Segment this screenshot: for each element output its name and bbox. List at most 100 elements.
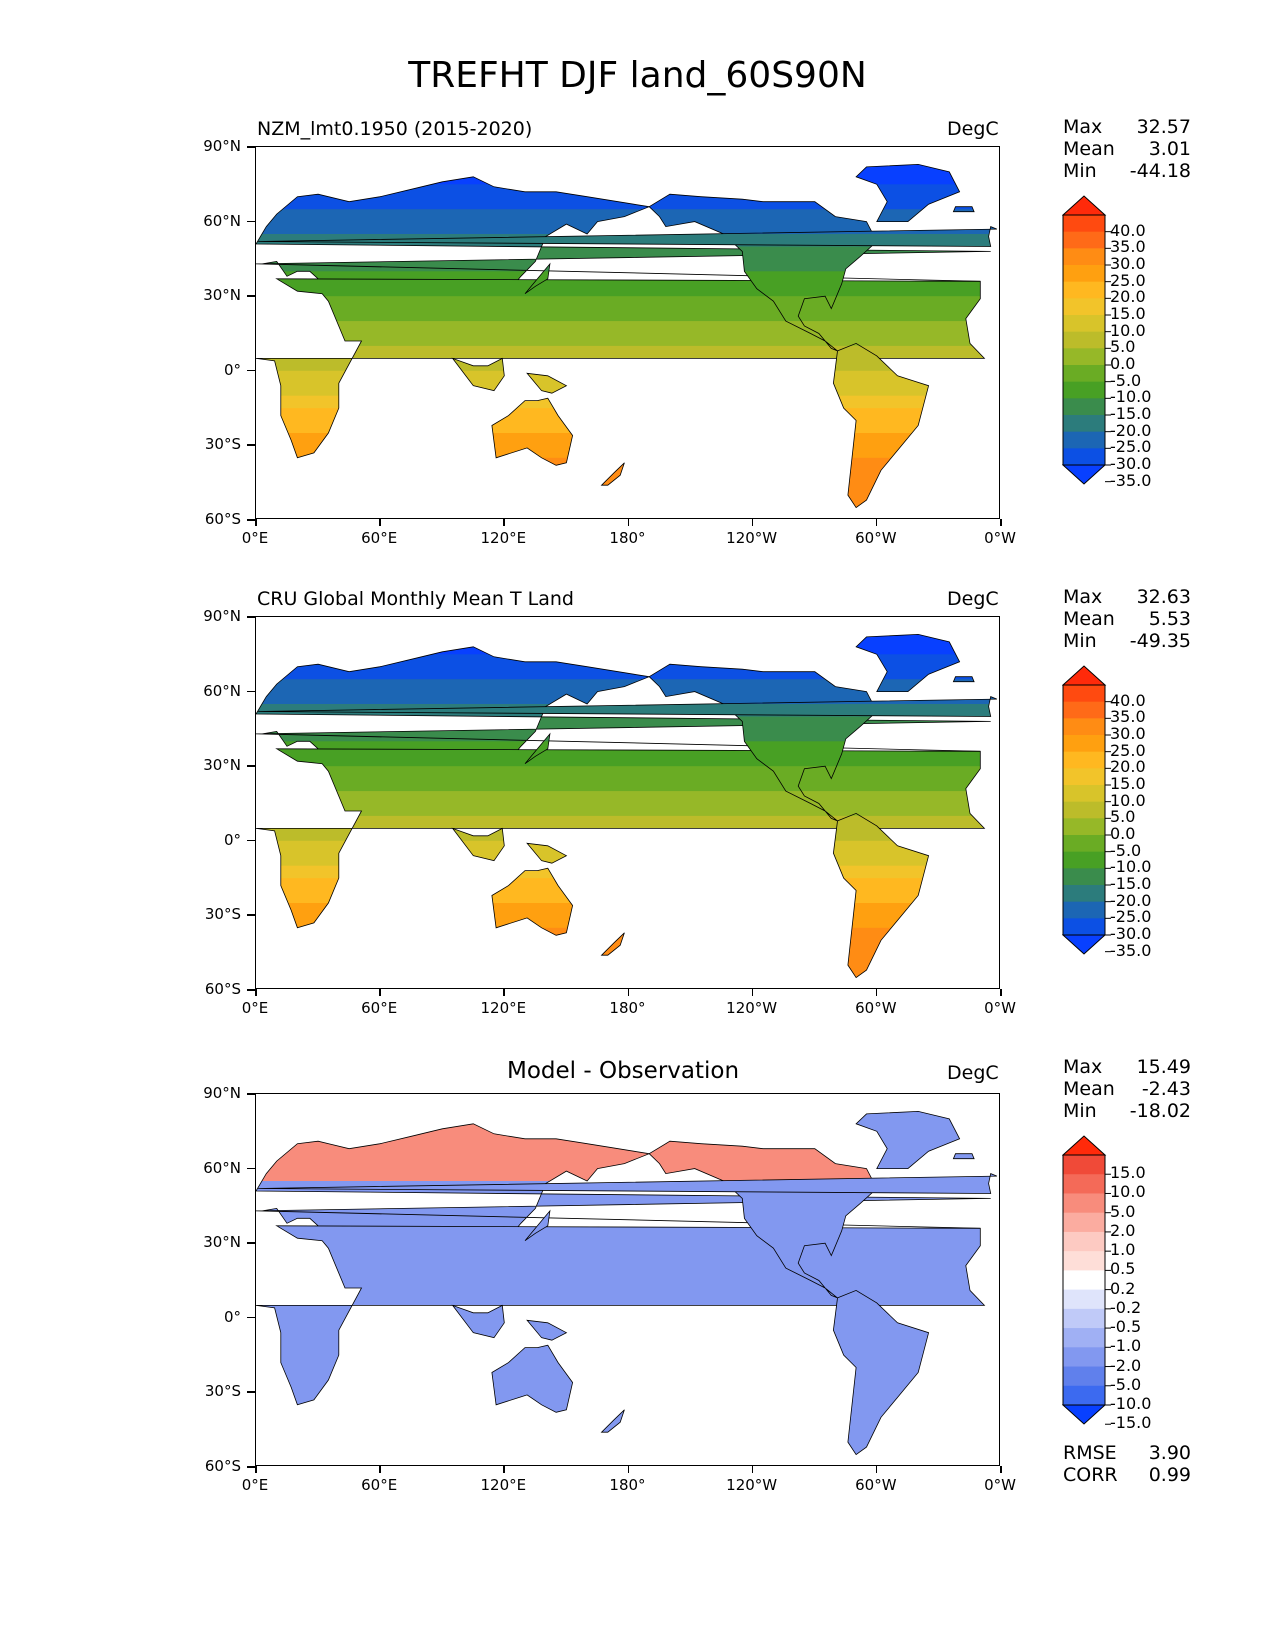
continent-iceland xyxy=(952,1153,975,1160)
colorbar-label: 10.0 xyxy=(1110,320,1146,340)
lon-tick-label: 120°W xyxy=(726,1476,778,1494)
lon-tick-label: 0°E xyxy=(241,999,269,1017)
colorbar-segment xyxy=(1063,801,1105,819)
colorbar-segment xyxy=(1063,701,1105,719)
lat-tick-label: 60°N xyxy=(203,211,241,230)
colorbar-label: 25.0 xyxy=(1110,270,1146,290)
lon-tick-label: 60°E xyxy=(361,999,398,1017)
colorbar-segment xyxy=(1063,1193,1105,1214)
colorbar-label: 10.0 xyxy=(1110,1182,1146,1202)
lat-tick xyxy=(247,1093,255,1095)
rmse-value: 3.90 xyxy=(1148,1442,1191,1464)
lat-tick xyxy=(247,146,255,148)
colorbar-label: -5.0 xyxy=(1110,840,1142,860)
colorbar-label: 0.0 xyxy=(1110,354,1136,373)
min-label: Min xyxy=(1063,160,1097,182)
colorbar-label: -5.0 xyxy=(1110,370,1142,390)
mean-value: -2.43 xyxy=(1141,1078,1191,1100)
colorbar-segment xyxy=(1063,1308,1105,1329)
lon-tick xyxy=(503,519,505,526)
colorbar-label: 10.0 xyxy=(1110,790,1146,810)
continent-newguinea xyxy=(526,842,568,864)
min-label: Min xyxy=(1063,1100,1097,1122)
colorbar-label: -20.0 xyxy=(1110,420,1152,440)
lat-tick-label: 60°N xyxy=(203,681,241,700)
colorbar-segment xyxy=(1063,381,1105,399)
colorbar-segment xyxy=(1063,1328,1105,1348)
map-plot xyxy=(255,146,1000,519)
colorbar-label: 0.5 xyxy=(1110,1259,1136,1279)
colorbar-segment xyxy=(1063,818,1105,836)
colorbar-segment xyxy=(1063,1231,1105,1252)
lat-tick-label: 90°N xyxy=(203,1084,241,1102)
lat-tick xyxy=(247,220,255,223)
colorbar-segment xyxy=(1063,348,1105,366)
colorbar-label: -35.0 xyxy=(1110,940,1152,960)
lon-tick-label: 120°E xyxy=(480,529,527,547)
panel-observation: CRU Global Monthly Mean T Land DegC Max 3… xyxy=(0,0,1275,1017)
colorbar-label: 15.0 xyxy=(1110,304,1146,323)
colorbar-segment xyxy=(1063,918,1105,936)
lat-tick xyxy=(247,616,255,618)
lat-tick xyxy=(247,369,255,372)
corr-value: 0.99 xyxy=(1148,1464,1191,1486)
colorbar-segment xyxy=(1063,1347,1105,1368)
lon-tick-label: 180° xyxy=(609,529,646,547)
lon-tick-label: 0°W xyxy=(984,1476,1016,1494)
error-stats: RMSE 3.90 CORR 0.99 xyxy=(1063,1442,1191,1486)
max-label: Max xyxy=(1063,586,1103,608)
colorbar: 40.0 35.0 30.0 25.0 20.0 15.0 10.0 5.0 0.0 -5.0 -1… xyxy=(1061,665,1182,963)
colorbar-segment xyxy=(1063,851,1105,869)
lon-tick xyxy=(255,519,257,526)
lat-tick xyxy=(247,1391,255,1393)
lon-tick xyxy=(255,1466,257,1473)
lon-tick xyxy=(751,989,754,996)
colorbar-extend-min xyxy=(1061,1404,1107,1425)
lat-tick xyxy=(247,444,255,446)
lat-tick xyxy=(247,839,255,842)
colorbar-label: 30.0 xyxy=(1110,254,1146,273)
colorbar-label: -15.0 xyxy=(1110,874,1152,893)
lat-tick-label: 30°S xyxy=(204,1382,241,1401)
mean-label: Mean xyxy=(1063,1078,1115,1100)
panel-model: NZM_lmt0.1950 (2015-2020) DegC Max 32.57 … xyxy=(0,0,1275,547)
lat-tick-label: 90°N xyxy=(203,607,241,625)
lon-tick xyxy=(503,1466,505,1473)
colorbar-label: -1.0 xyxy=(1110,1336,1142,1356)
lat-tick xyxy=(247,690,255,693)
colorbar-label: 40.0 xyxy=(1110,690,1146,710)
colorbar-segment xyxy=(1063,1289,1105,1310)
colorbar-label: -10.0 xyxy=(1110,387,1152,407)
colorbar-segment xyxy=(1063,298,1105,316)
lat-tick-label: 90°N xyxy=(203,137,241,155)
lon-tick-label: 60°W xyxy=(855,529,897,547)
colorbar-label: 2.0 xyxy=(1110,1220,1136,1240)
corr-label: CORR xyxy=(1063,1464,1118,1486)
lon-tick-label: 120°W xyxy=(726,999,778,1017)
colorbar-label: 35.0 xyxy=(1110,237,1146,257)
lon-tick-label: 60°W xyxy=(855,1476,897,1494)
lon-tick xyxy=(627,989,629,996)
map-plot xyxy=(255,616,1000,989)
colorbar-label: 40.0 xyxy=(1110,220,1146,240)
colorbar-label: -2.0 xyxy=(1110,1355,1142,1375)
max-label: Max xyxy=(1063,116,1103,138)
colorbar-label: 15.0 xyxy=(1110,1163,1146,1183)
colorbar-segment xyxy=(1063,398,1105,416)
lon-tick xyxy=(503,989,505,996)
colorbar-segment xyxy=(1063,1366,1105,1387)
colorbar-graphic xyxy=(1061,195,1111,485)
min-value: -44.18 xyxy=(1129,160,1191,182)
colorbar-label: -10.0 xyxy=(1110,857,1152,877)
colorbar-segment xyxy=(1063,1155,1105,1175)
colorbar-segment xyxy=(1063,835,1105,853)
max-value: 32.57 xyxy=(1136,116,1191,138)
colorbar-label: -20.0 xyxy=(1110,890,1152,910)
colorbar-label: 20.0 xyxy=(1110,757,1146,777)
panel-title: NZM_lmt0.1950 (2015-2020) xyxy=(257,118,533,140)
lon-tick-label: 0°W xyxy=(984,529,1016,547)
lat-tick xyxy=(247,765,255,767)
min-value: -49.35 xyxy=(1129,630,1191,652)
colorbar-label: -25.0 xyxy=(1110,437,1152,457)
lon-tick-label: 60°E xyxy=(361,1476,398,1494)
